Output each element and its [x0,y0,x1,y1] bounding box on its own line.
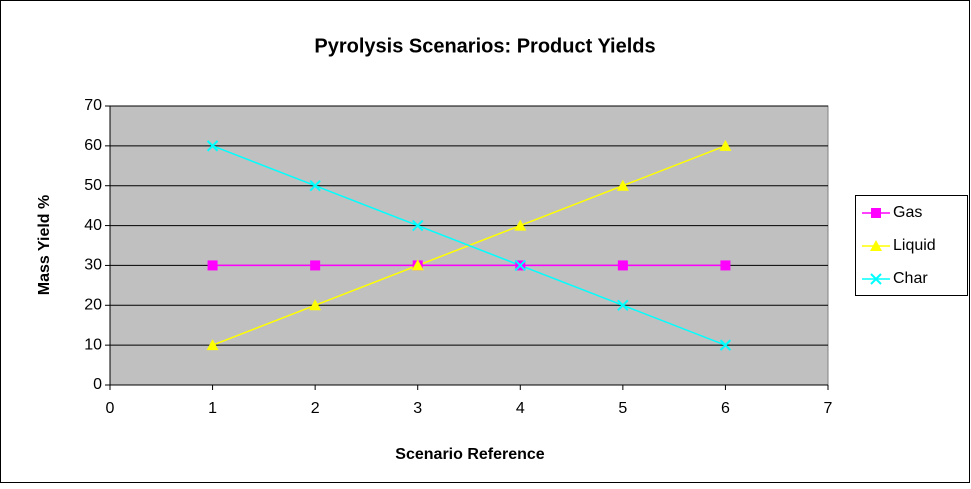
x-axis-title: Scenario Reference [395,446,545,463]
chart-title: Pyrolysis Scenarios: Product Yields [314,35,655,57]
data-point [310,260,321,271]
legend-marker [871,208,881,218]
x-tick-label: 5 [618,400,627,417]
y-tick-label: 10 [84,336,102,353]
y-tick-label: 0 [93,376,102,393]
x-tick-label: 3 [413,400,422,417]
data-point [411,259,424,271]
data-point [617,260,628,271]
y-tick-label: 60 [84,137,102,154]
x-tick-label: 2 [311,400,320,417]
legend-label: Char [893,270,928,287]
data-point [309,180,321,192]
data-point [720,260,731,271]
data-point [309,299,322,311]
data-point [207,260,218,271]
data-point [617,299,629,311]
data-point [514,259,526,272]
data-point [514,219,527,231]
x-tick-label: 1 [208,400,217,417]
y-tick-label: 40 [84,217,102,234]
y-axis-title: Mass Yield % [36,195,53,296]
data-point [206,339,219,351]
data-point [616,179,629,191]
legend-marker [870,273,882,285]
series-line [212,145,726,346]
x-tick-label: 6 [721,400,730,417]
data-point [719,339,732,351]
data-point [719,139,732,151]
x-tick-label: 7 [824,400,833,417]
data-point [206,140,219,152]
legend-marker [870,240,882,251]
x-tick-label: 4 [516,400,525,417]
data-point [412,219,424,232]
y-tick-label: 30 [84,257,102,274]
y-tick-label: 20 [84,297,102,314]
y-tick-label: 50 [84,177,102,194]
legend-label: Gas [893,204,922,221]
y-tick-label: 70 [84,97,102,114]
legend-label: Liquid [893,237,936,254]
x-tick-label: 0 [106,400,115,417]
